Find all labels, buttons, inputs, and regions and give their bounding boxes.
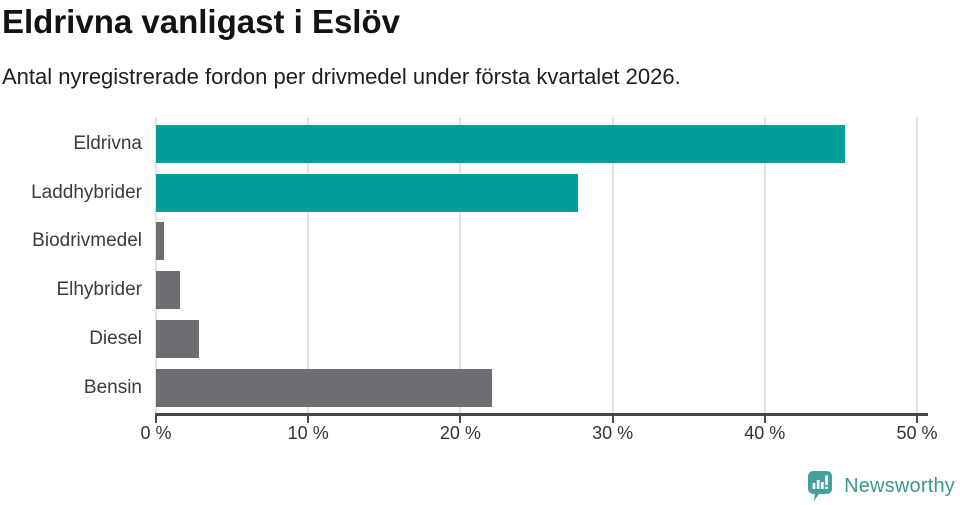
x-axis-tick: [155, 416, 157, 423]
brand-name: Newsworthy: [844, 475, 955, 497]
category-label: Eldrivna: [73, 133, 142, 154]
x-axis-tick-label: 50 %: [896, 423, 938, 443]
x-axis-tick-label: 30 %: [592, 423, 634, 443]
x-axis-tick: [611, 416, 614, 423]
bar-diesel: [156, 320, 199, 358]
bar-elhybrider: [156, 271, 181, 309]
x-axis-tick-label: 40 %: [744, 423, 786, 443]
brand-footer: Newsworthy: [808, 471, 955, 502]
x-axis-tick: [459, 416, 462, 423]
plot-area: [155, 117, 918, 413]
bar-biodrivmedel: [156, 222, 164, 260]
x-axis-tick-label: 0 %: [140, 423, 172, 443]
chart-subtitle: Antal nyregistrerade fordon per drivmede…: [2, 64, 681, 89]
chart-title: Eldrivna vanligast i Eslöv: [2, 3, 400, 40]
gridline: [916, 117, 918, 413]
x-axis-tick-label: 10 %: [287, 423, 329, 443]
category-label: Elhybrider: [56, 279, 142, 300]
category-label: Diesel: [89, 328, 142, 349]
x-axis-tick-label: 20 %: [439, 423, 481, 443]
category-label: Bensin: [83, 377, 142, 398]
x-axis-tick: [916, 416, 918, 423]
x-axis-ticks: [155, 416, 918, 423]
newsworthy-logo-icon: [808, 471, 833, 501]
bar-bensin: [156, 369, 493, 407]
x-axis-line: [155, 413, 928, 416]
category-label: Laddhybrider: [31, 182, 142, 203]
bar-eldrivna: [156, 125, 846, 163]
bar-laddhybrider: [156, 174, 578, 212]
gridline: [459, 117, 462, 413]
category-axis: Eldrivna Laddhybrider Biodrivmedel Elhyb…: [0, 117, 142, 413]
gridline: [763, 117, 766, 413]
gridline: [611, 117, 614, 413]
gridline: [155, 117, 157, 413]
category-label: Biodrivmedel: [32, 230, 142, 251]
x-axis-tick: [763, 416, 766, 423]
bar-series: [156, 117, 917, 413]
gridline: [307, 117, 310, 413]
x-axis-tick: [307, 416, 310, 423]
x-axis-tick-labels: 0 % 10 % 20 % 30 % 40 % 50 %: [140, 423, 937, 447]
